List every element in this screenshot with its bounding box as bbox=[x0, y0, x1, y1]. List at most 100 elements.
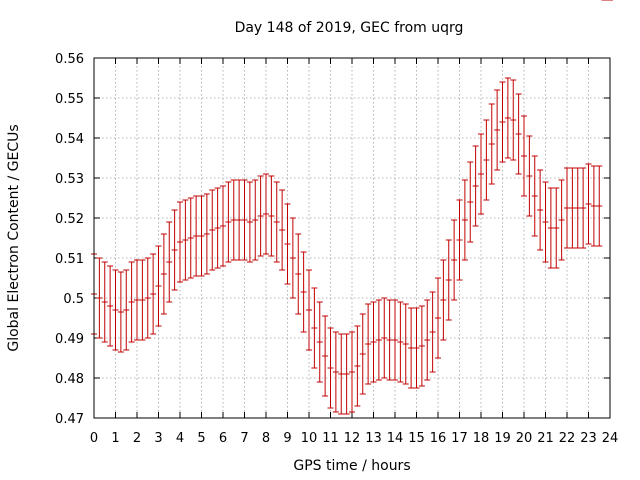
error-bar-point bbox=[284, 203, 291, 285]
x-tick-label: 6 bbox=[219, 431, 227, 446]
y-tick-label: 0.5 bbox=[63, 292, 84, 307]
error-bar-point bbox=[547, 187, 554, 269]
error-bar-point bbox=[515, 93, 522, 175]
x-tick-label: 1 bbox=[111, 431, 119, 446]
error-bar-point bbox=[542, 181, 549, 263]
x-tick-label: 11 bbox=[322, 431, 339, 446]
error-bar-point bbox=[365, 303, 372, 385]
error-bar-point bbox=[467, 161, 474, 243]
x-tick-label: 9 bbox=[283, 431, 291, 446]
error-bar-point bbox=[273, 181, 280, 263]
y-tick-label: 0.47 bbox=[55, 412, 84, 427]
x-tick-label: 0 bbox=[90, 431, 98, 446]
error-bar-point bbox=[349, 331, 355, 413]
x-tick-label: 23 bbox=[580, 431, 597, 446]
x-tick-label: 12 bbox=[344, 431, 361, 446]
x-tick-label: 2 bbox=[133, 431, 141, 446]
error-bars bbox=[91, 0, 613, 415]
error-bar-point bbox=[128, 261, 135, 343]
error-bar-point bbox=[392, 299, 398, 381]
error-bar-point bbox=[198, 195, 205, 277]
error-bar-point bbox=[236, 179, 243, 261]
error-bar-point bbox=[171, 209, 178, 291]
error-bar-point bbox=[160, 233, 167, 315]
error-bar-point bbox=[585, 163, 592, 245]
error-bar-point bbox=[112, 269, 119, 351]
x-tick-label: 22 bbox=[559, 431, 576, 446]
error-bar-point bbox=[429, 291, 436, 373]
error-bar-point bbox=[338, 333, 345, 415]
y-tick-label: 0.52 bbox=[55, 212, 84, 227]
x-tick-label: 16 bbox=[430, 431, 447, 446]
error-bar-point bbox=[461, 179, 468, 261]
error-bar-point bbox=[488, 103, 495, 185]
error-bar-point bbox=[456, 199, 463, 281]
error-bar-point bbox=[203, 193, 210, 275]
error-bar-point bbox=[306, 269, 312, 351]
x-tick-label: 18 bbox=[473, 431, 490, 446]
error-bar-point bbox=[386, 299, 393, 381]
error-bar-point bbox=[408, 307, 415, 389]
error-bar-point bbox=[279, 189, 286, 271]
error-bar-point bbox=[478, 133, 484, 215]
y-tick-label: 0.54 bbox=[55, 132, 84, 147]
error-bar-point bbox=[359, 313, 366, 395]
error-bar-point bbox=[311, 287, 318, 369]
error-bar-point bbox=[144, 257, 151, 339]
error-bar-point bbox=[440, 259, 447, 341]
error-bar-point bbox=[209, 189, 216, 271]
error-bar-point bbox=[435, 277, 441, 359]
error-bar-point bbox=[343, 333, 350, 415]
error-bar-point bbox=[537, 169, 544, 251]
error-bar-point bbox=[295, 233, 302, 315]
error-bar-point bbox=[316, 301, 323, 383]
x-tick-label: 5 bbox=[197, 431, 205, 446]
error-bar-point bbox=[322, 315, 329, 397]
error-bar-point bbox=[257, 175, 264, 257]
x-tick-label: 24 bbox=[602, 431, 619, 446]
error-bar-point bbox=[155, 245, 162, 327]
x-tick-label: 17 bbox=[451, 431, 468, 446]
x-tick-label: 15 bbox=[408, 431, 425, 446]
error-bar-point bbox=[139, 259, 146, 341]
plot-frame bbox=[93, 57, 611, 419]
x-tick-label: 13 bbox=[365, 431, 382, 446]
error-bar-point bbox=[241, 179, 248, 261]
x-tick-label: 14 bbox=[387, 431, 404, 446]
error-bar-point bbox=[225, 181, 232, 263]
error-bar-point bbox=[150, 253, 157, 335]
x-tick-label: 10 bbox=[301, 431, 318, 446]
error-bar-point bbox=[327, 327, 334, 409]
error-bar-point bbox=[214, 187, 221, 269]
error-bar-point bbox=[558, 179, 565, 261]
error-bar-point bbox=[300, 251, 307, 333]
error-bar-point bbox=[531, 155, 538, 237]
error-bar-point bbox=[510, 79, 517, 161]
error-bar-point bbox=[193, 195, 200, 277]
error-bar-point bbox=[596, 165, 603, 247]
error-bar-point bbox=[424, 299, 431, 381]
error-bar-point bbox=[96, 257, 103, 339]
y-tick-label: 0.48 bbox=[55, 372, 84, 387]
error-bar-point bbox=[166, 221, 173, 303]
error-bar-point bbox=[418, 305, 425, 387]
error-bar-point bbox=[107, 265, 114, 347]
error-bar-point bbox=[375, 299, 382, 381]
error-bar-point bbox=[569, 167, 576, 249]
error-bar-point bbox=[220, 185, 226, 267]
error-bar-point bbox=[445, 239, 452, 321]
x-tick-label: 8 bbox=[262, 431, 270, 446]
error-bar-point bbox=[574, 167, 581, 249]
error-bar-point bbox=[134, 259, 140, 341]
y-axis: 0.47 0.48 0.49 0.5 0.51 0.52 0.53 0.54 0.55 0.56 bbox=[55, 52, 610, 427]
y-tick-label: 0.55 bbox=[55, 92, 84, 107]
error-bar-point bbox=[590, 165, 597, 247]
error-bar-point bbox=[553, 187, 560, 269]
error-bar-point bbox=[332, 331, 339, 413]
error-bar-point bbox=[483, 119, 490, 201]
error-bar-point bbox=[289, 217, 296, 299]
error-bar-point bbox=[268, 175, 275, 257]
error-bar-point bbox=[101, 261, 108, 343]
error-bar-point bbox=[451, 219, 458, 301]
